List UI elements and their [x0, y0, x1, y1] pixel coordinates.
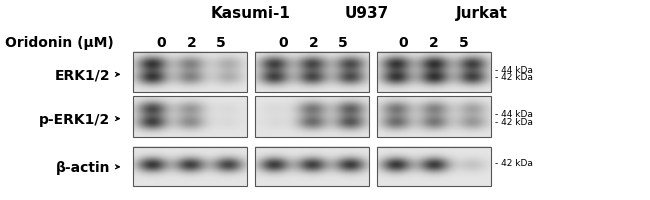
Text: - 44 kDa: - 44 kDa — [495, 66, 533, 74]
Text: β-actin: β-actin — [56, 160, 111, 174]
Text: - 42 kDa: - 42 kDa — [495, 159, 533, 167]
Text: Jurkat: Jurkat — [456, 6, 508, 21]
Bar — [255, 147, 369, 186]
Text: 5: 5 — [459, 36, 469, 50]
Text: 5: 5 — [216, 36, 226, 50]
Bar — [377, 147, 491, 186]
Bar — [255, 53, 369, 93]
Text: - 44 kDa: - 44 kDa — [495, 110, 533, 118]
Text: - 42 kDa: - 42 kDa — [495, 73, 533, 81]
Bar — [133, 53, 247, 93]
Bar — [255, 97, 369, 137]
Bar — [133, 97, 247, 137]
Text: 0: 0 — [399, 36, 408, 50]
Text: Kasumi-1: Kasumi-1 — [211, 6, 290, 21]
Text: Oridonin (μM): Oridonin (μM) — [5, 36, 114, 50]
Text: U937: U937 — [345, 6, 389, 21]
Text: 2: 2 — [309, 36, 318, 50]
Bar — [377, 97, 491, 137]
Bar — [133, 147, 247, 186]
Text: 5: 5 — [338, 36, 348, 50]
Text: 0: 0 — [278, 36, 287, 50]
Bar — [377, 53, 491, 93]
Text: 0: 0 — [157, 36, 166, 50]
Text: 2: 2 — [187, 36, 196, 50]
Text: - 42 kDa: - 42 kDa — [495, 117, 533, 126]
Text: 2: 2 — [430, 36, 439, 50]
Text: p-ERK1/2: p-ERK1/2 — [39, 112, 111, 126]
Text: ERK1/2: ERK1/2 — [55, 68, 110, 82]
